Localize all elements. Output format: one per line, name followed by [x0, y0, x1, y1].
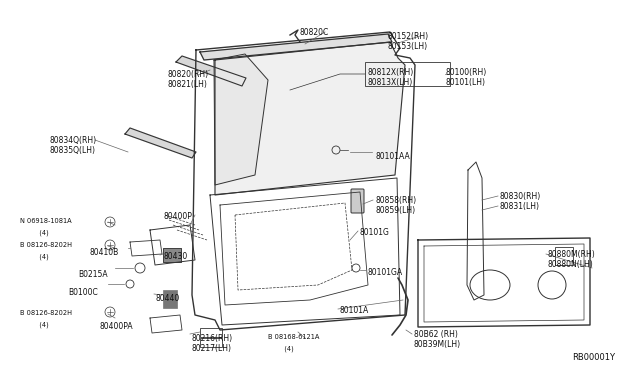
Text: 80B62 (RH): 80B62 (RH) — [414, 330, 458, 339]
Text: 80101A: 80101A — [340, 306, 369, 315]
Text: B0100C: B0100C — [68, 288, 98, 297]
Text: 80101GA: 80101GA — [368, 268, 403, 277]
Text: 80410B: 80410B — [90, 248, 119, 257]
Bar — [163, 248, 181, 262]
Text: 80859(LH): 80859(LH) — [376, 206, 416, 215]
Text: 80812X(RH): 80812X(RH) — [368, 68, 414, 77]
Text: 80440: 80440 — [156, 294, 180, 303]
Text: 80835Q(LH): 80835Q(LH) — [50, 146, 96, 155]
Text: (4): (4) — [35, 322, 49, 328]
Text: 80858(RH): 80858(RH) — [376, 196, 417, 205]
Text: 80101G: 80101G — [360, 228, 390, 237]
Bar — [365, 62, 450, 86]
FancyBboxPatch shape — [351, 189, 364, 213]
Text: 80101AA: 80101AA — [376, 152, 411, 161]
Text: (4): (4) — [35, 230, 49, 237]
Text: B0215A: B0215A — [78, 270, 108, 279]
Polygon shape — [125, 128, 196, 158]
Text: 80152(RH): 80152(RH) — [388, 32, 429, 41]
Text: 80B39M(LH): 80B39M(LH) — [414, 340, 461, 349]
Text: 80821(LH): 80821(LH) — [168, 80, 208, 89]
Text: N 06918-1081A: N 06918-1081A — [20, 218, 72, 224]
Text: 80217(LH): 80217(LH) — [192, 344, 232, 353]
Text: 80101(LH): 80101(LH) — [445, 78, 485, 87]
Bar — [555, 247, 573, 265]
Text: (4): (4) — [280, 346, 294, 353]
Text: (4): (4) — [35, 254, 49, 260]
Text: 80880N(LH): 80880N(LH) — [548, 260, 594, 269]
Text: 80880M(RH): 80880M(RH) — [548, 250, 596, 259]
Polygon shape — [200, 34, 392, 60]
Text: 80813X(LH): 80813X(LH) — [368, 78, 413, 87]
Text: 80830(RH): 80830(RH) — [500, 192, 541, 201]
Bar — [200, 328, 222, 337]
Text: 80820(RH): 80820(RH) — [168, 70, 209, 79]
Text: 80216(RH): 80216(RH) — [192, 334, 233, 343]
Text: B 08168-6121A: B 08168-6121A — [268, 334, 319, 340]
Polygon shape — [176, 56, 246, 86]
Text: 80430: 80430 — [164, 252, 188, 261]
Text: 80153(LH): 80153(LH) — [388, 42, 428, 51]
Text: RB00001Y: RB00001Y — [572, 353, 615, 362]
Text: 80820C: 80820C — [300, 28, 329, 37]
Polygon shape — [215, 42, 405, 195]
Text: B 08126-8202H: B 08126-8202H — [20, 310, 72, 316]
Text: 80400P: 80400P — [163, 212, 192, 221]
Bar — [163, 248, 181, 262]
Bar — [200, 338, 222, 347]
Text: 80100(RH): 80100(RH) — [445, 68, 486, 77]
Polygon shape — [214, 54, 268, 185]
Text: 80831(LH): 80831(LH) — [500, 202, 540, 211]
Text: 80834Q(RH): 80834Q(RH) — [50, 136, 97, 145]
Bar — [163, 290, 177, 308]
Text: B 08126-8202H: B 08126-8202H — [20, 242, 72, 248]
Text: 80400PA: 80400PA — [100, 322, 134, 331]
